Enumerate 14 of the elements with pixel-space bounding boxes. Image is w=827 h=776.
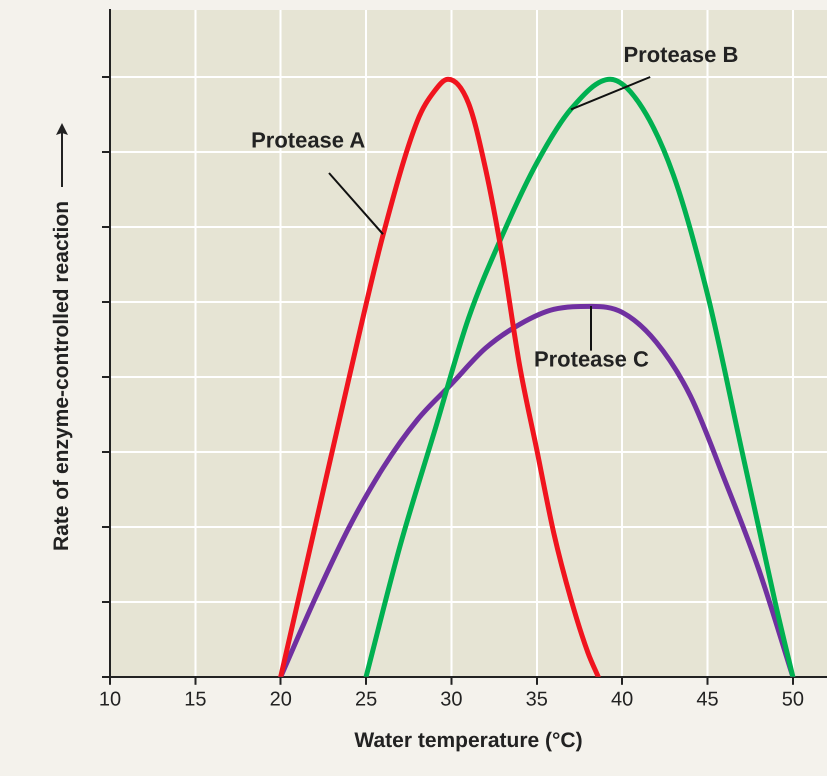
x-tick-label: 35 [526, 688, 548, 710]
x-tick-label: 20 [270, 688, 292, 710]
series-label: Protease C [534, 346, 649, 372]
series-label: Protease A [251, 128, 366, 153]
x-tick-label: 25 [354, 688, 378, 710]
x-tick-label: 15 [184, 688, 206, 710]
x-tick-label: 30 [440, 688, 463, 710]
x-axis-title: Water temperature (°C) [354, 729, 583, 752]
x-tick-label: 45 [696, 688, 719, 710]
x-tick-label: 50 [782, 688, 804, 710]
x-tick-label: 40 [611, 688, 634, 710]
y-axis-title: Rate of enzyme-controlled reaction [50, 200, 74, 552]
series-label: Protease B [623, 42, 738, 68]
x-tick-label: 10 [98, 688, 122, 710]
